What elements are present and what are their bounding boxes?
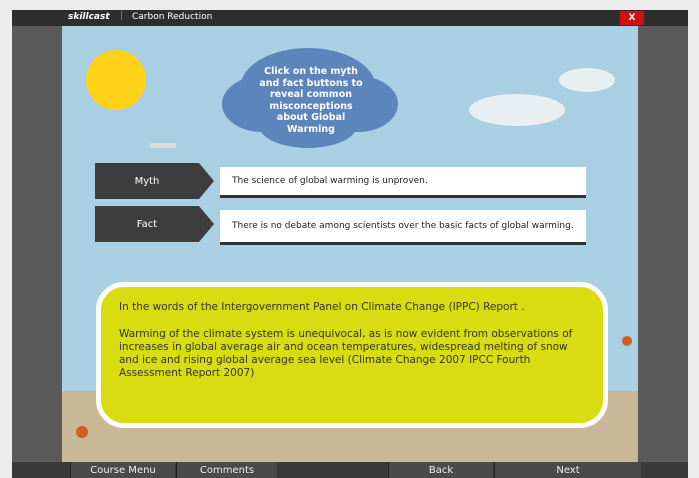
next-button[interactable]: Next [494,462,641,478]
small-clouds [469,68,615,126]
instruction: Click on the myth and fact buttons to re… [259,66,363,135]
comments-button[interactable]: Comments [176,462,277,478]
fact-text: There is no debate among scientists over… [220,210,586,242]
fact-arrow [95,206,214,242]
course-title: Carbon Reduction [132,12,213,22]
cloud [222,48,398,148]
brand: skillcast [68,12,110,22]
close-button[interactable]: X [620,11,644,25]
quote-box: In the words of the Intergovernment Pane… [96,282,608,428]
sun [86,50,146,110]
back-button[interactable]: Back [388,462,493,478]
top-bar: skillcast | Carbon Reduction X [12,10,688,26]
quote-intro: In the words of the Intergovernment Pane… [119,301,525,313]
figure [76,426,88,438]
content: Click on the myth and fact buttons to re… [62,26,638,462]
figure [622,336,632,346]
quote-body: Warming of the climate system is unequiv… [119,328,573,379]
myth-text: The science of global warming is unprove… [220,167,586,195]
fact-button[interactable]: Fact [136,218,158,230]
course-menu-button[interactable]: Course Menu [70,462,175,478]
myth-arrow [95,163,214,199]
plane [150,143,176,148]
myth-button[interactable]: Myth [134,175,160,187]
bottom-bar: Course Menu Comments Back Next [12,462,688,478]
